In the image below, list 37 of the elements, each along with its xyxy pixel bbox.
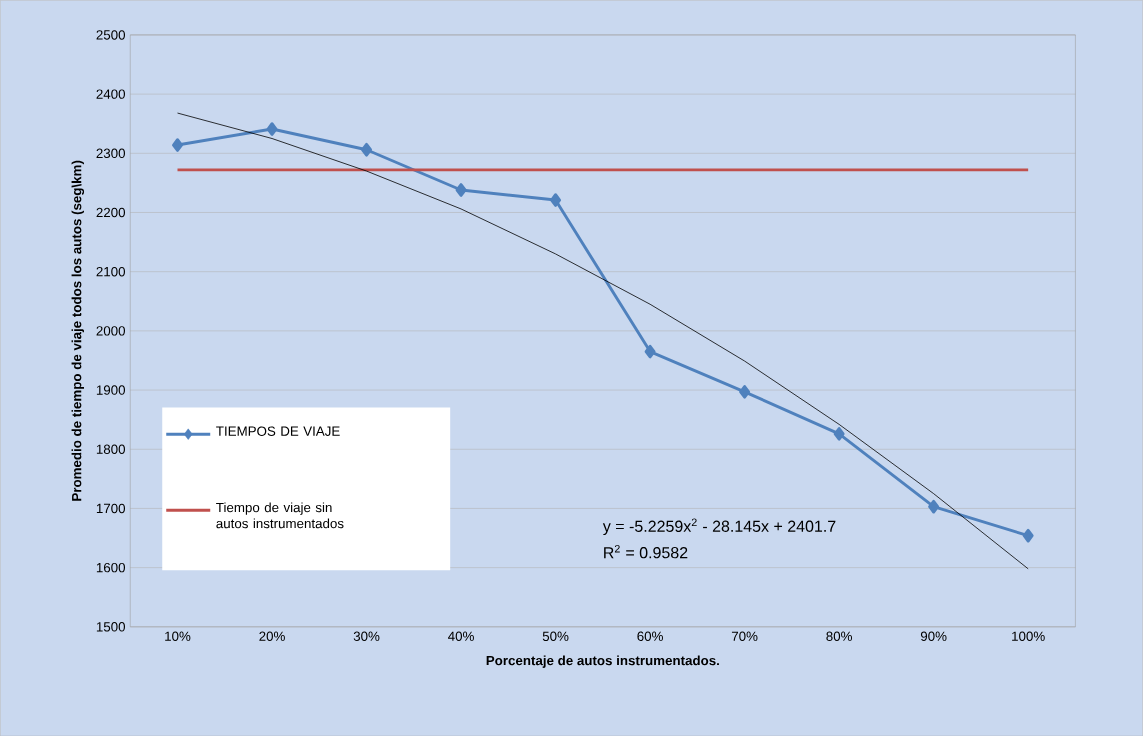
y-tick-label: 1700 (96, 503, 126, 513)
point (550, 193, 562, 207)
point (833, 426, 845, 441)
y-axis-title: Promedio de tiempo de viaje todos los autos (seg\km) (71, 160, 85, 501)
point (1022, 528, 1034, 543)
y-tick-label: 1500 (96, 621, 126, 632)
annotation: R$^{2}$ = 0.9582 (604, 544, 688, 559)
annotation: y = -5.2259x$^{2}$ - 28.145x + 2401.7 (602, 518, 836, 535)
x-tick-label: 20% (259, 631, 285, 641)
point (172, 138, 183, 152)
y-tick-label: 1900 (96, 385, 126, 395)
x-tick-label: 90% (920, 631, 947, 641)
point (455, 183, 467, 197)
legend-label: TIEMPOS DE VIAJE (216, 426, 340, 436)
x-tick-label: 30% (353, 631, 380, 641)
y-tick-label: 2500 (96, 30, 126, 40)
x-tick-label: 100% (1012, 631, 1045, 641)
x-tick-label: 50% (542, 631, 569, 641)
y-tick-label: 1800 (96, 444, 126, 454)
y-tick-label: 2200 (96, 207, 126, 218)
point (928, 499, 940, 514)
x-tick-label: 40% (448, 631, 474, 641)
x-axis-title: Porcentaje de autos instrumentados. (486, 655, 719, 668)
x-tick-label: 10% (165, 631, 191, 641)
y-tick-label: 2100 (96, 266, 126, 277)
x-tick-label: 60% (637, 631, 663, 641)
y-tick-label: 2300 (96, 148, 126, 158)
y-tick-label: 2000 (96, 325, 126, 336)
x-tick-label: 70% (731, 631, 758, 641)
point (644, 344, 656, 359)
y-tick-label: 2400 (96, 89, 126, 99)
point (361, 142, 373, 157)
legend-label: Tiempo de viaje sin autos instrumentados (216, 502, 344, 529)
x-tick-label: 80% (826, 631, 852, 641)
y-tick-label: 1600 (96, 562, 126, 573)
point (266, 122, 278, 136)
point (739, 384, 751, 399)
